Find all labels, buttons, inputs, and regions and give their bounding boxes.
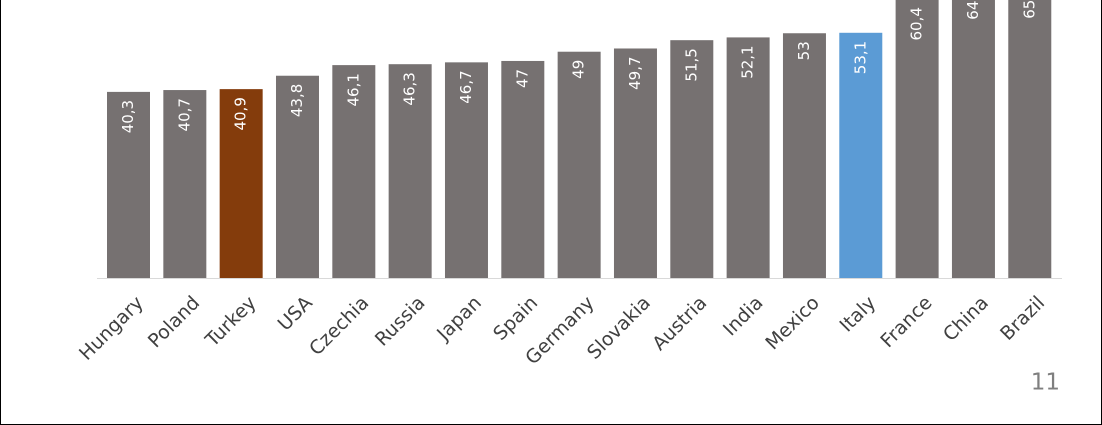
bar	[332, 65, 376, 279]
bar	[275, 75, 319, 278]
bar	[501, 60, 545, 278]
value-label: 47	[513, 69, 531, 88]
bar	[670, 40, 714, 278]
value-label: 43,8	[288, 84, 306, 117]
x-tick-label: France	[876, 292, 936, 352]
x-tick-label: India	[719, 292, 768, 341]
value-label: 49	[570, 60, 588, 79]
x-tick-label: Italy	[836, 292, 881, 337]
x-tick-label: Spain	[489, 292, 542, 345]
value-label: 46,3	[401, 72, 419, 105]
bar	[444, 62, 488, 278]
value-label: 64,9	[964, 0, 982, 20]
bar	[219, 89, 263, 278]
x-tick-label: Mexico	[761, 292, 823, 354]
bar	[557, 51, 601, 278]
bar	[726, 37, 770, 278]
bar	[613, 48, 657, 278]
bar	[782, 33, 826, 278]
bar	[388, 64, 432, 279]
bar	[895, 0, 939, 278]
value-label: 51,5	[682, 48, 700, 81]
x-tick-label: China	[939, 292, 993, 346]
value-label: 53,1	[851, 41, 869, 74]
value-label: 40,7	[175, 98, 193, 131]
value-label: 52,1	[739, 45, 757, 78]
page-number: 11	[1031, 370, 1060, 396]
x-tick-label: USA	[274, 292, 317, 335]
value-label: 65,1	[1020, 0, 1038, 19]
x-tick-label: Hungary	[75, 292, 148, 365]
value-label: 46,7	[457, 70, 475, 103]
bar	[107, 91, 150, 279]
x-tick-label: Turkey	[201, 292, 261, 352]
x-tick-label: Czechia	[305, 292, 373, 360]
bar	[839, 32, 883, 278]
x-tick-label: Russia	[371, 292, 430, 351]
value-label: 53	[795, 41, 813, 60]
x-tick-label: Poland	[144, 292, 204, 352]
x-tick-label: Austria	[648, 292, 711, 355]
value-label: 46,1	[344, 73, 362, 106]
value-label: 40,3	[119, 100, 137, 133]
value-label: 40,9	[232, 97, 250, 130]
bar	[1008, 0, 1052, 278]
bar	[951, 0, 995, 278]
x-tick-label: Japan	[432, 292, 486, 346]
value-label: 49,7	[626, 56, 644, 89]
value-label: 60,4	[908, 7, 926, 40]
bar	[163, 90, 207, 278]
x-tick-label: Brazil	[996, 292, 1049, 345]
